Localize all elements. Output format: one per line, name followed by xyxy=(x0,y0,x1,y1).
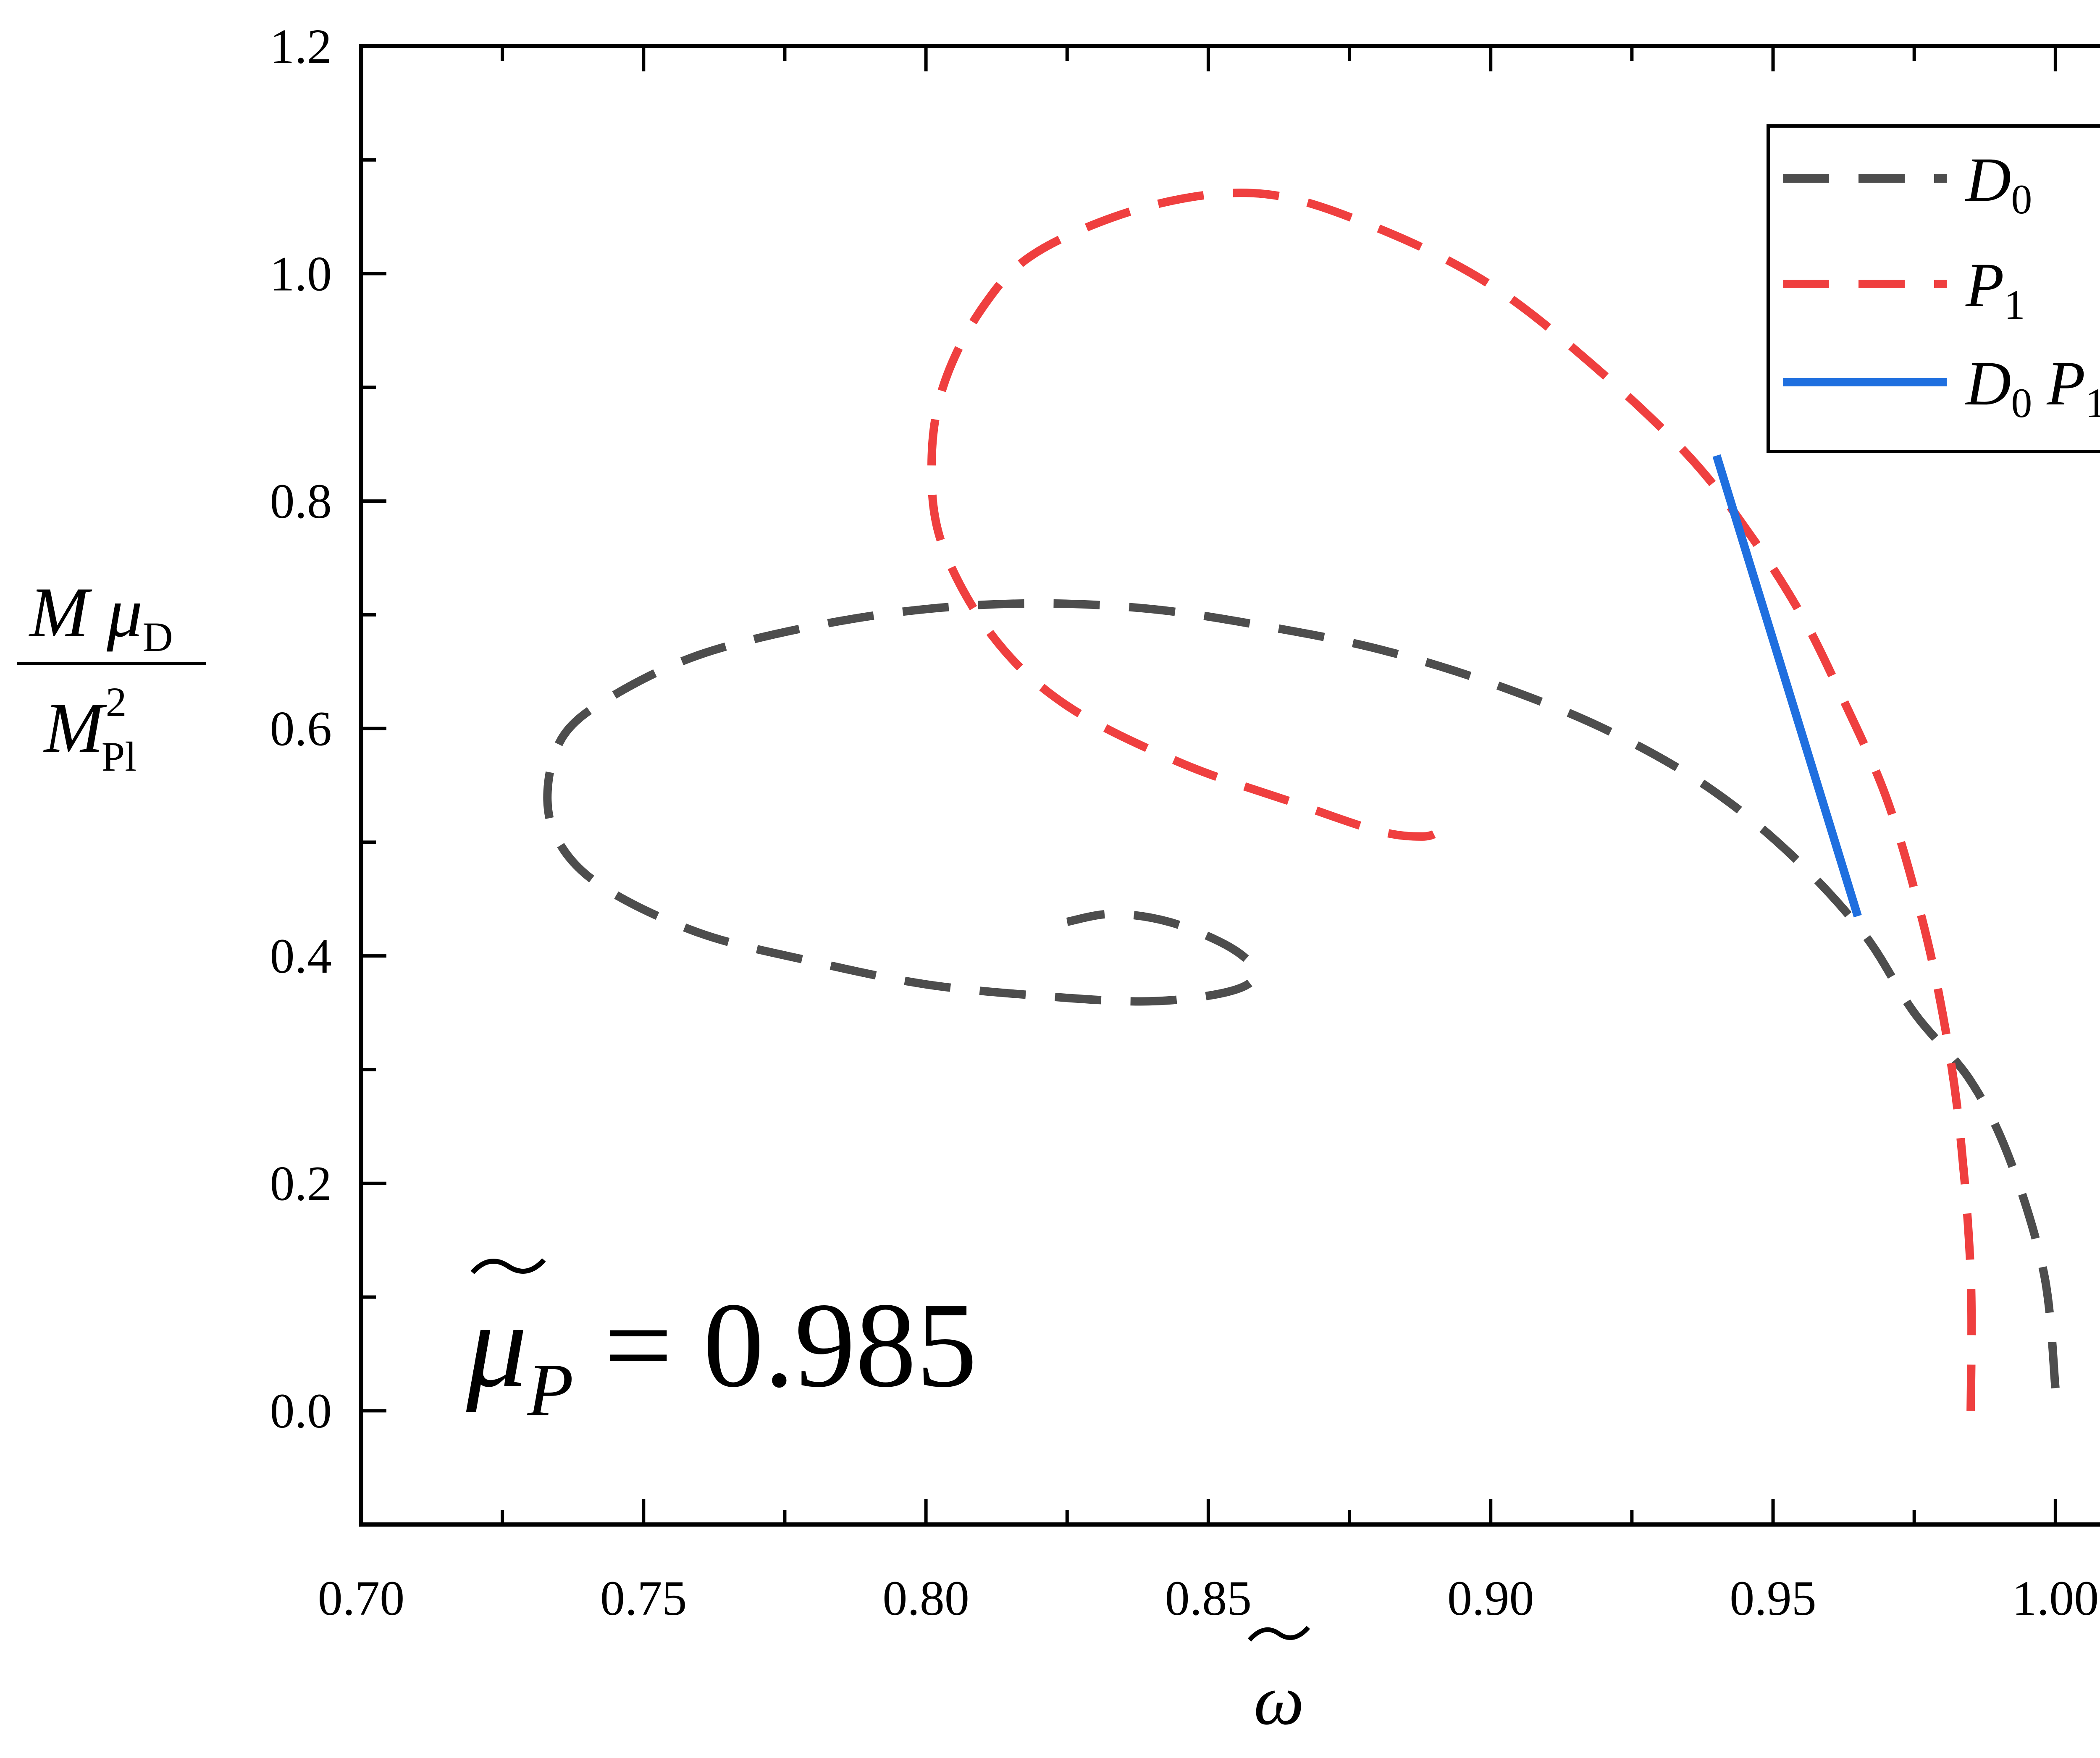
ticks-layer: 0.70 0.75 0.80 0.85 0.90 0.95 1.00 0.0 0.2 0.4 0.6… xyxy=(270,19,2099,1626)
y-tick-label: 0.8 xyxy=(270,474,332,529)
x-tick-label: 0.90 xyxy=(1447,1571,1534,1626)
x-axis-title: ω xyxy=(1247,1626,1310,1740)
legend-label-d0: D0 xyxy=(1965,145,2032,223)
x-tick-label: 0.75 xyxy=(600,1571,687,1626)
y-tick-label: 0.6 xyxy=(270,701,332,756)
svg-text:M μD: M μD xyxy=(29,573,173,660)
series-p1-curve xyxy=(927,189,1976,1411)
series-d0-curve xyxy=(543,599,2060,1389)
legend-label-d0p1: D0 P1 xyxy=(1965,349,2100,426)
y-tick-label: 0.0 xyxy=(270,1383,332,1438)
svg-text:ω: ω xyxy=(1254,1661,1304,1740)
legend: D0 P1 D0 P1 xyxy=(1767,124,2100,453)
y-axis-title: M μD M2 Pl xyxy=(17,573,206,780)
x-tick-label: 0.95 xyxy=(1730,1571,1816,1626)
x-tick-label: 1.00 xyxy=(2012,1571,2099,1626)
series-layer xyxy=(543,189,2060,1411)
x-tick-label: 0.80 xyxy=(882,1571,969,1626)
x-tick-label: 0.70 xyxy=(318,1571,405,1626)
series-d0p1-curve xyxy=(1712,454,1862,918)
x-tick-label: 0.85 xyxy=(1165,1571,1252,1626)
tilde-mark xyxy=(470,1258,546,1275)
mu-p-annotation: μP = 0.985 xyxy=(464,1258,977,1432)
y-tick-label: 1.2 xyxy=(270,19,332,74)
y-tick-label: 0.2 xyxy=(270,1156,332,1211)
x-title-tilde xyxy=(1247,1626,1310,1642)
y-tick-label: 1.0 xyxy=(270,247,332,302)
plot-frame xyxy=(359,44,2100,1527)
svg-text:μP = 0.985: μP = 0.985 xyxy=(464,1278,977,1432)
y-tick-label: 0.4 xyxy=(270,929,332,984)
legend-label-p1: P1 xyxy=(1965,250,2025,328)
